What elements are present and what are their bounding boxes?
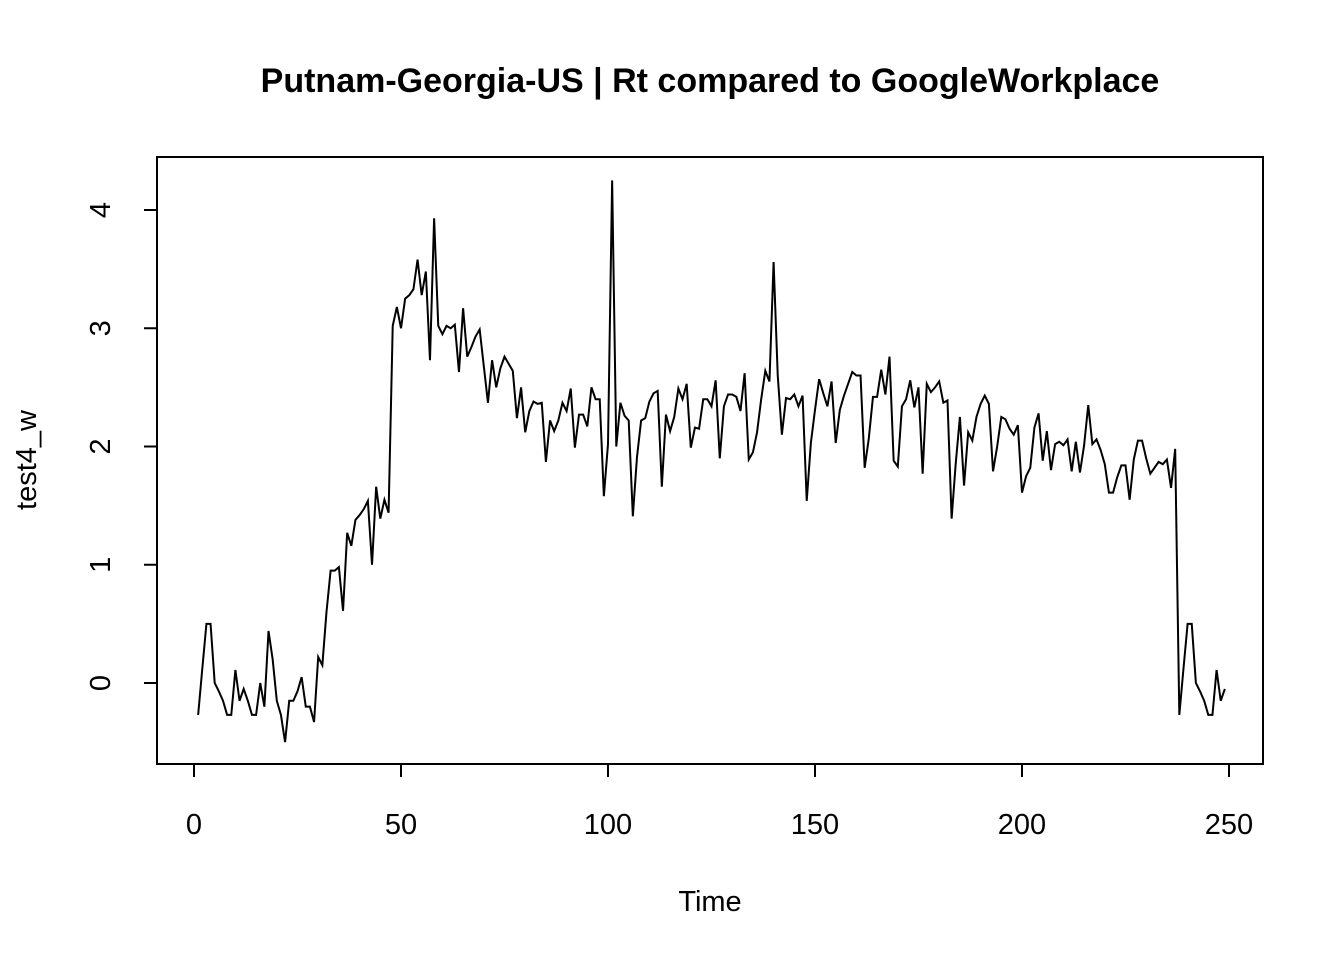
x-tick-label: 50 <box>385 809 417 841</box>
y-axis-label: test4_w <box>11 409 43 510</box>
x-axis: 0 50 100 150 200 250 <box>186 763 1253 841</box>
x-tick-label: 0 <box>186 809 202 841</box>
x-tick-label: 250 <box>1205 809 1253 841</box>
y-tick-label: 1 <box>85 557 117 573</box>
chart-title: Putnam-Georgia-US | Rt compared to Googl… <box>261 62 1160 100</box>
x-tick-label: 200 <box>998 809 1046 841</box>
y-axis: 0 1 2 3 4 <box>85 202 158 691</box>
y-tick-label: 3 <box>85 320 117 336</box>
x-tick-label: 100 <box>584 809 632 841</box>
series-line <box>197 180 1226 743</box>
x-tick-label: 150 <box>791 809 839 841</box>
x-axis-label: Time <box>678 886 741 918</box>
y-tick-label: 0 <box>85 675 117 691</box>
y-tick-label: 4 <box>85 202 117 218</box>
y-tick-label: 2 <box>85 438 117 454</box>
